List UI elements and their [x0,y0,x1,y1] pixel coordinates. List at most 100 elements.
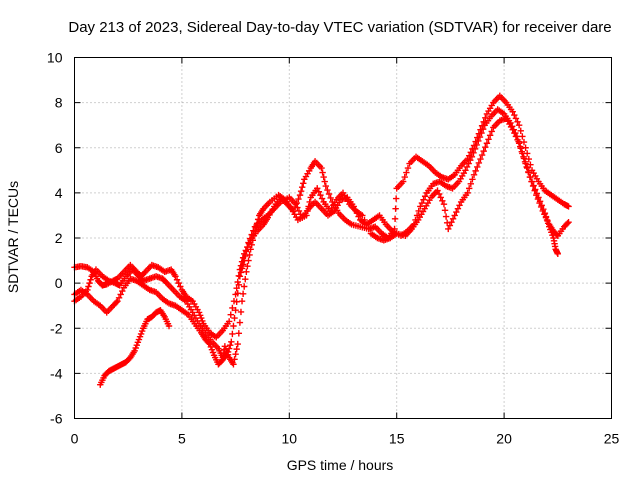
data-point-plus [511,129,518,137]
data-point-plus [87,276,94,283]
data-point-plus [392,195,400,202]
data-point-plus [445,225,452,233]
data-point-plus [242,252,249,260]
data-point-plus [363,221,370,228]
data-point-plus [440,200,448,208]
data-point-plus [317,191,324,199]
data-point-plus [514,118,521,126]
data-point-plus [235,281,243,289]
data-point-plus [417,203,424,210]
data-point-plus [243,248,250,255]
data-point-plus [85,283,92,290]
data-point-plus [318,164,325,172]
data-point-plus [465,185,473,192]
data-point-plus [471,145,479,153]
data-point-plus [252,224,260,231]
data-point-plus [467,156,474,164]
data-point-plus [248,241,255,248]
data-point-plus [463,163,471,171]
data-point-plus [509,126,516,133]
series-1 [71,92,572,341]
data-point-plus [113,299,120,306]
data-point-plus [297,187,305,195]
data-point-plus [242,275,249,283]
series-3 [71,115,561,368]
series-4 [97,307,173,388]
data-point-plus [391,215,399,223]
data-point-plus [300,180,307,187]
data-point-plus [554,250,561,257]
data-point-plus [542,213,550,220]
data-point-plus [528,178,536,185]
data-point-plus [456,202,463,209]
data-point-plus [401,173,408,181]
data-point-plus [482,143,489,151]
data-point-plus [454,205,462,212]
data-point-plus [239,261,247,268]
x-tick-label: 25 [604,431,620,447]
data-point-plus [304,207,311,215]
data-point-plus [509,108,516,115]
data-point-plus [243,268,250,276]
y-tick-label: 6 [55,140,63,156]
x-tick-label: 0 [71,431,79,447]
data-point-plus [536,198,544,205]
data-point-plus [470,171,478,179]
data-point-plus [177,283,184,290]
data-point-plus [392,205,399,212]
data-point-plus [511,111,518,119]
data-point-plus [327,194,334,202]
data-point-plus [439,197,446,204]
data-point-plus [319,169,326,176]
data-point-plus [254,216,262,223]
data-point-plus [565,203,572,210]
plot-frame [74,57,612,419]
data-point-plus [564,220,571,227]
data-point-plus [231,314,238,322]
data-point-plus [321,178,328,185]
data-series [71,92,572,388]
data-point-plus [315,188,323,195]
y-tick-label: -6 [50,411,63,427]
data-point-plus [544,220,552,227]
data-point-plus [240,283,248,290]
axis-ticks: 0 5 10 15 20 25 -6 -4 -2 0 2 4 6 8 10 [47,50,620,447]
data-point-plus [119,287,126,295]
data-point-plus [480,147,487,155]
data-point-plus [314,185,321,192]
data-point-plus [473,141,480,149]
data-point-plus [239,290,247,298]
data-point-plus [468,153,476,160]
y-axis-label: SDTVAR / TECUs [5,181,21,293]
data-point-plus [478,151,486,159]
data-point-plus [441,207,449,214]
data-point-plus [249,237,256,244]
data-point-plus [172,273,179,280]
data-point-plus [117,291,124,298]
data-point-plus [435,190,443,198]
data-point-plus [318,195,326,202]
data-point-plus [485,136,492,143]
data-point-plus [535,194,542,201]
data-point-plus [253,220,261,227]
data-point-plus [247,246,254,253]
data-point-plus [434,187,441,194]
data-point-plus [470,149,477,157]
data-point-plus [483,140,491,147]
data-point-plus [205,339,212,347]
data-point-plus [446,222,454,229]
y-tick-label: -2 [50,320,63,336]
data-point-plus [114,297,121,305]
y-tick-label: 4 [55,185,63,201]
data-point-plus [421,193,429,200]
data-point-plus [237,269,245,276]
data-point-plus [246,251,253,259]
data-point-plus [165,322,173,330]
data-point-plus [233,285,240,292]
data-point-plus [245,239,252,246]
data-point-plus [227,311,234,318]
data-point-plus [399,178,407,185]
data-point-plus [519,133,526,140]
data-point-plus [541,209,549,217]
data-point-plus [453,208,460,216]
